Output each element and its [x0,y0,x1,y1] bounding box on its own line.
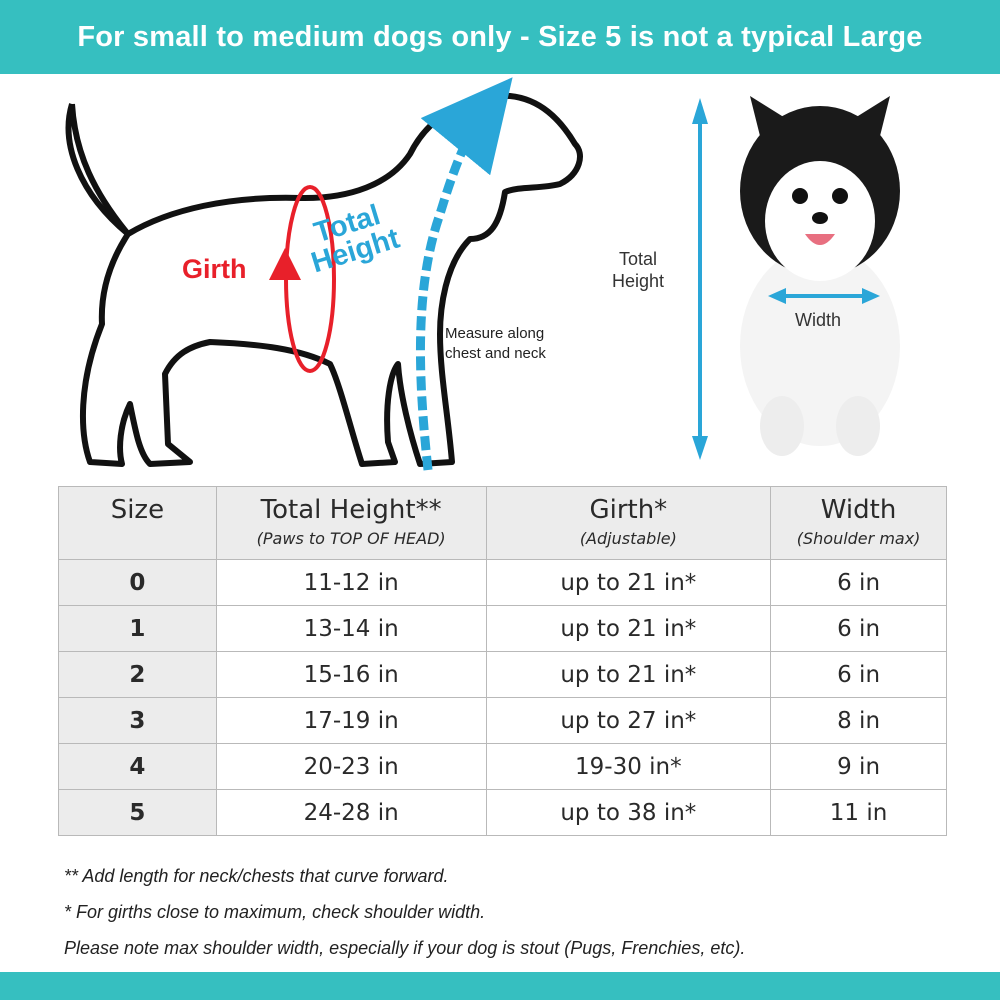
width-cell: 6 in [770,559,947,606]
height-cell: 24-28 in [215,789,487,836]
height-cell: 17-19 in [215,697,487,744]
header-size: Size [58,486,217,560]
top-banner: For small to medium dogs only - Size 5 i… [0,0,1000,74]
header-girth: Girth* (Adjustable) [485,486,772,560]
size-cell: 0 [58,559,217,606]
height-cell: 15-16 in [215,651,487,698]
size-cell: 1 [58,605,217,652]
header-total-height-sub: (Paws to TOP OF HEAD) [256,529,446,548]
header-girth-title: Girth* [589,495,668,525]
table-row: 1 13-14 in up to 21 in* 6 in [58,605,947,652]
footnote-width: Please note max shoulder width, especial… [64,938,746,958]
measure-note-line2: chest and neck [445,345,546,362]
girth-cell: 19-30 in* [485,743,772,790]
header-width: Width (Shoulder max) [770,486,947,560]
header-size-title: Size [110,495,165,525]
measure-note-line1: Measure along [445,325,545,342]
header-width-title: Width [820,495,897,525]
width-label: Width [795,310,842,330]
footnote-height: ** Add length for neck/chests that curve… [64,866,449,886]
width-cell: 11 in [770,789,947,836]
measure-note: Measure along chest and neck [445,324,546,364]
girth-cell: up to 21 in* [485,605,772,652]
dog-silhouette [65,92,583,467]
table-row: 0 11-12 in up to 21 in* 6 in [58,559,947,606]
header-total-height-title: Total Height** [260,495,442,525]
height-cell: 20-23 in [215,743,487,790]
girth-cell: up to 38 in* [485,789,772,836]
total-height-arrow [415,77,513,471]
table-header-row: Size Total Height** (Paws to TOP OF HEAD… [58,486,947,560]
photo-height-line1: Total [619,249,658,269]
height-cell: 13-14 in [215,605,487,652]
photo-height-line2: Height [612,271,665,291]
size-cell: 3 [58,697,217,744]
pomeranian-photo [720,96,920,468]
header-total-height: Total Height** (Paws to TOP OF HEAD) [215,486,487,560]
size-cell: 2 [58,651,217,698]
header-girth-sub: (Adjustable) [579,529,677,548]
table-row: 5 24-28 in up to 38 in* 11 in [58,789,947,836]
table-row: 2 15-16 in up to 21 in* 6 in [58,651,947,698]
height-cell: 11-12 in [215,559,487,606]
girth-cell: up to 21 in* [485,651,772,698]
measurement-diagram: Girth Total Height Measure along chest a… [0,74,1000,480]
width-cell: 6 in [770,651,947,698]
header-width-sub: (Shoulder max) [796,529,921,548]
photo-total-height-label: Total Height [612,248,664,292]
table-row: 3 17-19 in up to 27 in* 8 in [58,697,947,744]
table-row: 4 20-23 in 19-30 in* 9 in [58,743,947,790]
size-chart-table: Size Total Height** (Paws to TOP OF HEAD… [58,486,947,836]
footnote-girth: * For girths close to maximum, check sho… [64,902,486,922]
width-cell: 9 in [770,743,947,790]
size-cell: 5 [58,789,217,836]
girth-label: Girth [182,254,247,284]
girth-cell: up to 21 in* [485,559,772,606]
width-cell: 6 in [770,605,947,652]
girth-cell: up to 27 in* [485,697,772,744]
bottom-bar [0,972,1000,1000]
size-cell: 4 [58,743,217,790]
footnotes: ** Add length for neck/chests that curve… [64,858,745,966]
width-cell: 8 in [770,697,947,744]
dog-outline-illustration [65,77,920,471]
